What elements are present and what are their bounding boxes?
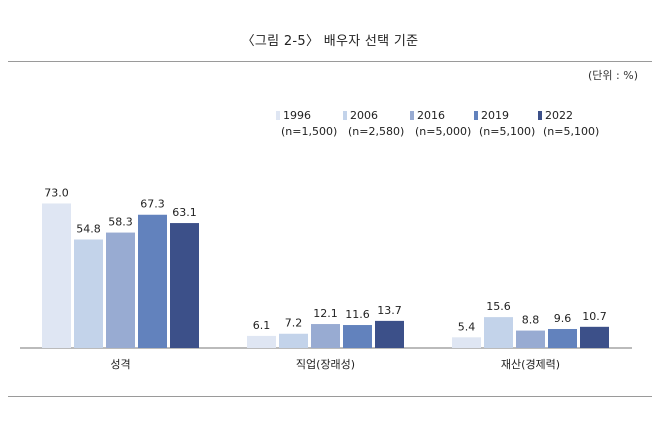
unit-label: (단위 : %) — [588, 69, 638, 82]
value-label-0-2006: 54.8 — [76, 222, 101, 235]
value-label-2-2019: 9.6 — [554, 312, 572, 325]
legend-label-2016: 2016 — [417, 109, 445, 122]
bar-0-1996 — [42, 203, 71, 348]
bar-2-2016 — [516, 330, 545, 348]
bar-1-1996 — [247, 335, 276, 348]
value-label-0-2019: 67.3 — [140, 198, 165, 211]
bar-1-2016 — [311, 324, 340, 348]
legend-sample-size-2016: (n=5,000) — [415, 125, 471, 138]
bar-1-2022 — [375, 320, 404, 348]
category-label-0: 성격 — [110, 358, 130, 371]
chart-title: 〈그림 2-5〉 배우자 선택 기준 — [241, 34, 419, 49]
legend-swatch-2016 — [410, 111, 414, 120]
bar-1-2019 — [343, 325, 372, 348]
value-label-0-1996: 73.0 — [44, 186, 69, 199]
value-label-1-1996: 6.1 — [253, 319, 271, 332]
bar-1-2006 — [279, 333, 308, 348]
legend-swatch-2006 — [343, 111, 347, 120]
legend-swatch-2019 — [474, 111, 478, 120]
value-label-1-2006: 7.2 — [285, 317, 303, 330]
bottom-divider — [8, 396, 652, 397]
bar-0-2006 — [74, 239, 103, 348]
value-label-2-2016: 8.8 — [522, 314, 540, 327]
value-label-2-1996: 5.4 — [458, 320, 476, 333]
bar-2-2019 — [548, 328, 577, 348]
legend-sample-size-2006: (n=2,580) — [348, 125, 404, 138]
legend-sample-size-2022: (n=5,100) — [543, 125, 599, 138]
legend-label-2022: 2022 — [545, 109, 573, 122]
bar-2-2006 — [484, 317, 513, 348]
value-label-1-2022: 13.7 — [377, 304, 402, 317]
bar-0-2022 — [170, 223, 199, 348]
value-label-0-2016: 58.3 — [108, 216, 133, 229]
legend-label-1996: 1996 — [283, 109, 311, 122]
legend-label-2006: 2006 — [350, 109, 378, 122]
top-divider — [8, 61, 652, 62]
value-label-2-2022: 10.7 — [582, 310, 607, 323]
value-label-1-2019: 11.6 — [345, 308, 370, 321]
value-label-1-2016: 12.1 — [313, 307, 338, 320]
value-label-0-2022: 63.1 — [172, 206, 197, 219]
category-label-2: 재산(경제력) — [501, 358, 560, 371]
legend-label-2019: 2019 — [481, 109, 509, 122]
bar-0-2019 — [138, 214, 167, 348]
value-label-2-2006: 15.6 — [486, 300, 511, 313]
category-label-1: 직업(장래성) — [296, 358, 355, 371]
legend-sample-size-2019: (n=5,100) — [479, 125, 535, 138]
bar-2-2022 — [580, 326, 609, 348]
legend-swatch-2022 — [538, 111, 542, 120]
legend-sample-size-1996: (n=1,500) — [281, 125, 337, 138]
bar-0-2016 — [106, 232, 135, 348]
bar-2-1996 — [452, 337, 481, 348]
legend-swatch-1996 — [276, 111, 280, 120]
